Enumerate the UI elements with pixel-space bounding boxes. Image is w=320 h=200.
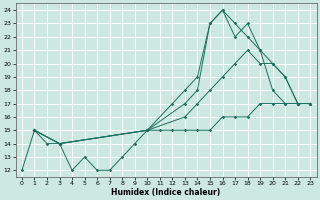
X-axis label: Humidex (Indice chaleur): Humidex (Indice chaleur) (111, 188, 221, 197)
